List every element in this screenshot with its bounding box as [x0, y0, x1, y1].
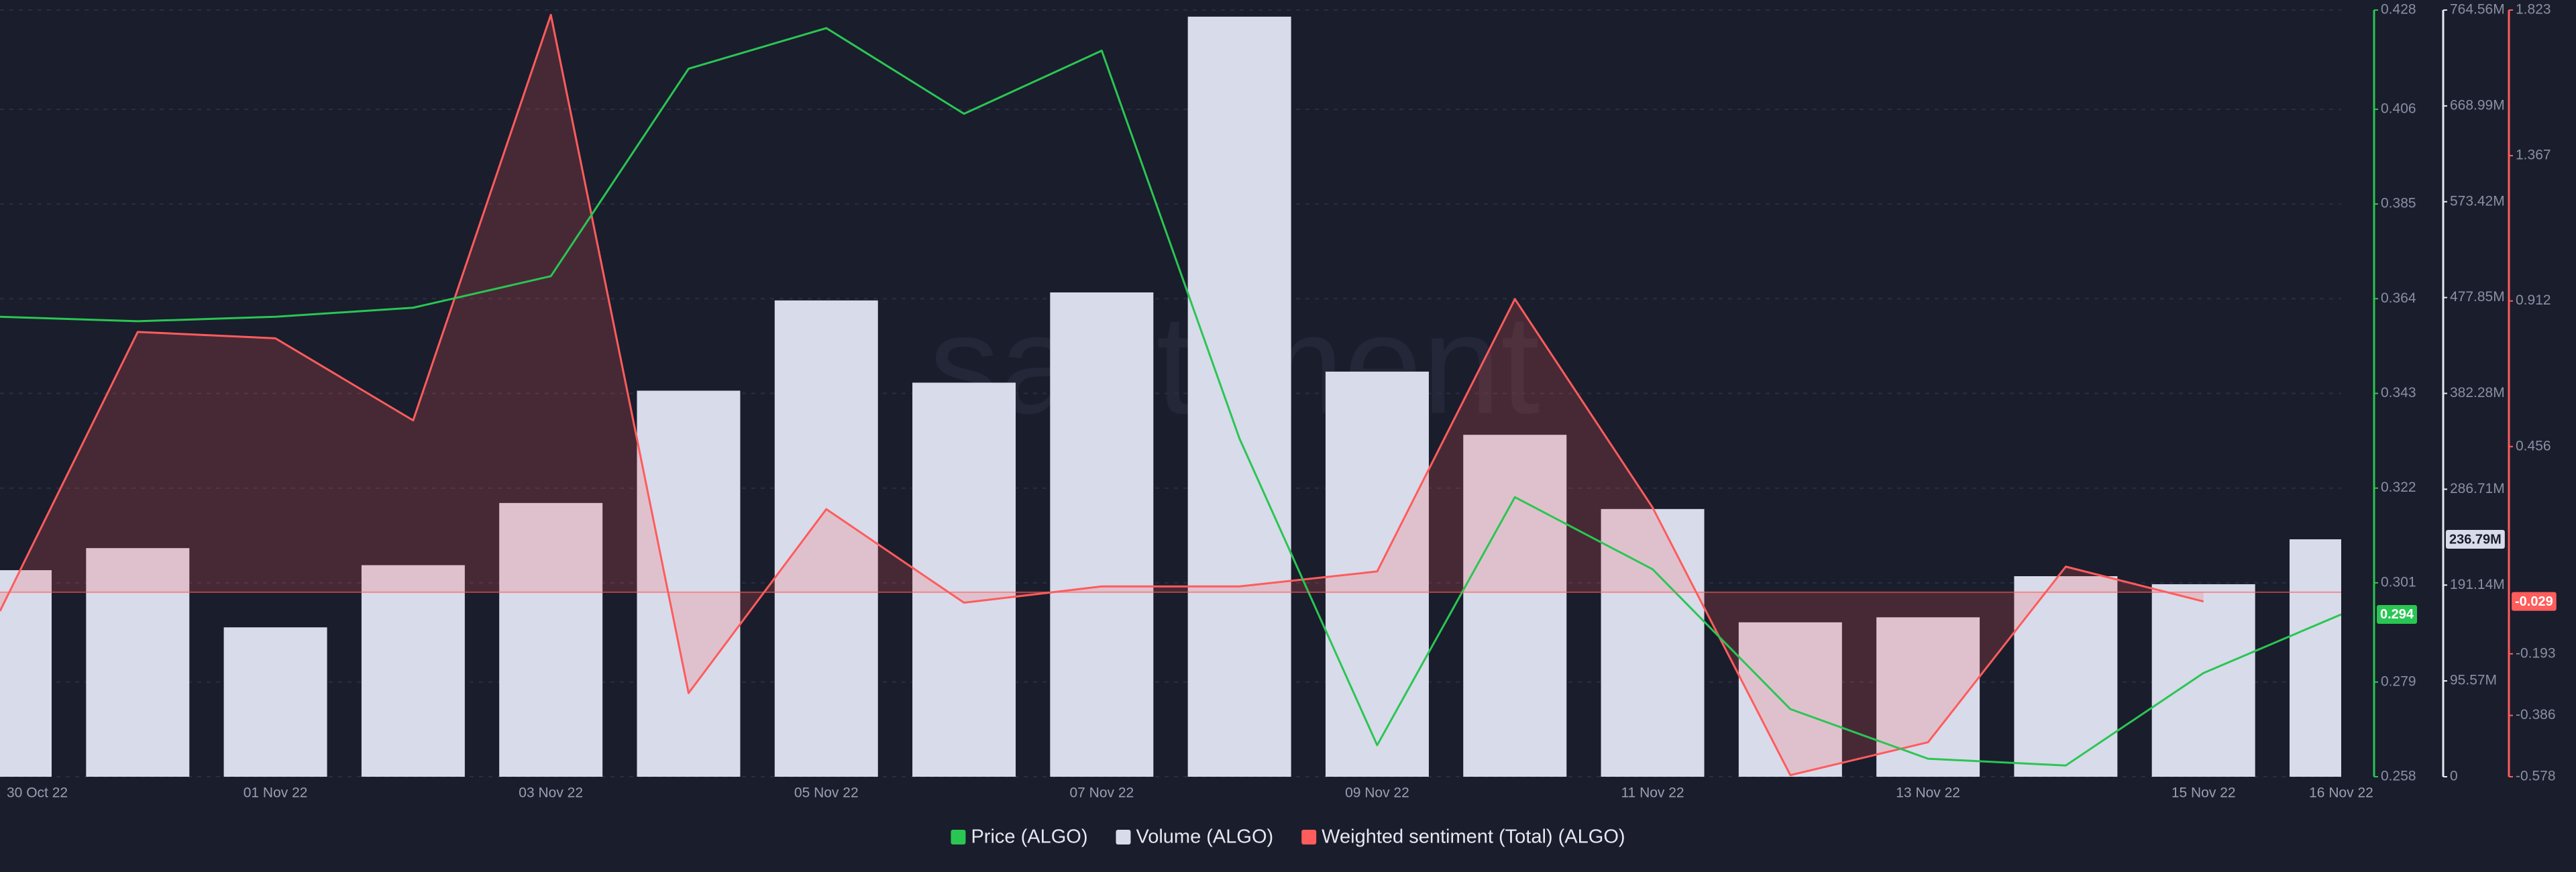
- y-tick-label: 0.364: [2381, 290, 2416, 306]
- volume-bar: [223, 627, 327, 777]
- legend-label: Price (ALGO): [971, 826, 1087, 848]
- current-value-label: 236.79M: [2449, 532, 2502, 547]
- y-tick-label: 0.301: [2381, 574, 2416, 590]
- y-tick-label: 0.912: [2516, 292, 2551, 308]
- volume-bar: [637, 390, 741, 777]
- y-tick-label: 0: [2450, 769, 2458, 784]
- y-tick-label: 0.456: [2516, 438, 2551, 453]
- volume-bar: [1463, 435, 1567, 777]
- volume-bar: [1738, 622, 1842, 777]
- volume-bar: [1050, 292, 1154, 777]
- current-value-label: -0.029: [2515, 594, 2553, 609]
- plot: [0, 13, 2341, 777]
- legend: Price (ALGO) Volume (ALGO) Weighted sentim…: [951, 826, 1625, 848]
- y-tick-label: 191.14M: [2450, 577, 2505, 592]
- x-tick-label: 16 Nov 22: [2309, 785, 2373, 801]
- volume-bar: [361, 565, 465, 777]
- legend-swatch: [1116, 830, 1131, 844]
- x-tick-label: 13 Nov 22: [1896, 785, 1960, 801]
- y-tick-label: 0.322: [2381, 480, 2416, 495]
- y-tick-label: 0.343: [2381, 385, 2416, 400]
- volume-bar: [1187, 16, 1291, 777]
- x-tick-label: 07 Nov 22: [1069, 785, 1134, 801]
- volume-bar: [0, 570, 52, 777]
- y-tick-label: 0.428: [2381, 2, 2416, 17]
- y-tick-label: 0.406: [2381, 101, 2416, 116]
- volume-bar: [2290, 539, 2341, 777]
- volume-bar: [86, 548, 190, 777]
- x-tick-label: 15 Nov 22: [2171, 785, 2236, 801]
- volume-bar: [774, 300, 878, 777]
- current-value-label: 0.294: [2380, 607, 2414, 622]
- legend-swatch: [951, 830, 966, 844]
- y-tick-label: 477.85M: [2450, 289, 2505, 305]
- y-tick-label: -0.193: [2516, 645, 2556, 661]
- current-value-box: [2512, 592, 2557, 611]
- y-tick-label: -0.578: [2516, 769, 2556, 784]
- y-tick-label: 0.385: [2381, 196, 2416, 211]
- y-tick-label: 286.71M: [2450, 481, 2505, 496]
- legend-label: Weighted sentiment (Total) (ALGO): [1322, 826, 1625, 848]
- y-tick-label: 668.99M: [2450, 97, 2505, 113]
- current-value-box: [2446, 530, 2505, 549]
- x-tick-label: 30 Oct 22: [7, 785, 68, 801]
- y-tick-label: 573.42M: [2450, 193, 2505, 209]
- y-tick-label: 1.367: [2516, 148, 2551, 163]
- y-tick-label: 764.56M: [2450, 2, 2505, 17]
- y-tick-label: 0.279: [2381, 673, 2416, 689]
- sentiment-line: [0, 13, 2204, 777]
- y-tick-label: -0.386: [2516, 707, 2556, 722]
- x-tick-label: 09 Nov 22: [1345, 785, 1409, 801]
- x-tick-label: 03 Nov 22: [519, 785, 583, 801]
- volume-bar: [499, 502, 603, 777]
- sentiment-area: [0, 15, 2204, 775]
- volume-bar: [2151, 584, 2255, 777]
- volume-bar: [1601, 508, 1705, 777]
- legend-swatch: [1301, 830, 1317, 844]
- price-line: [0, 27, 2341, 767]
- x-tick-label: 05 Nov 22: [794, 785, 859, 801]
- y-tick-label: 0.258: [2381, 769, 2416, 784]
- x-tick-label: 11 Nov 22: [1621, 785, 1684, 801]
- y-tick-label: 95.57M: [2450, 673, 2497, 688]
- x-tick-label: 01 Nov 22: [244, 785, 308, 801]
- current-value-box: [2377, 604, 2418, 624]
- y-tick-label: 382.28M: [2450, 385, 2505, 400]
- y-tick-label: 1.823: [2516, 2, 2551, 17]
- legend-label: Volume (ALGO): [1136, 826, 1273, 848]
